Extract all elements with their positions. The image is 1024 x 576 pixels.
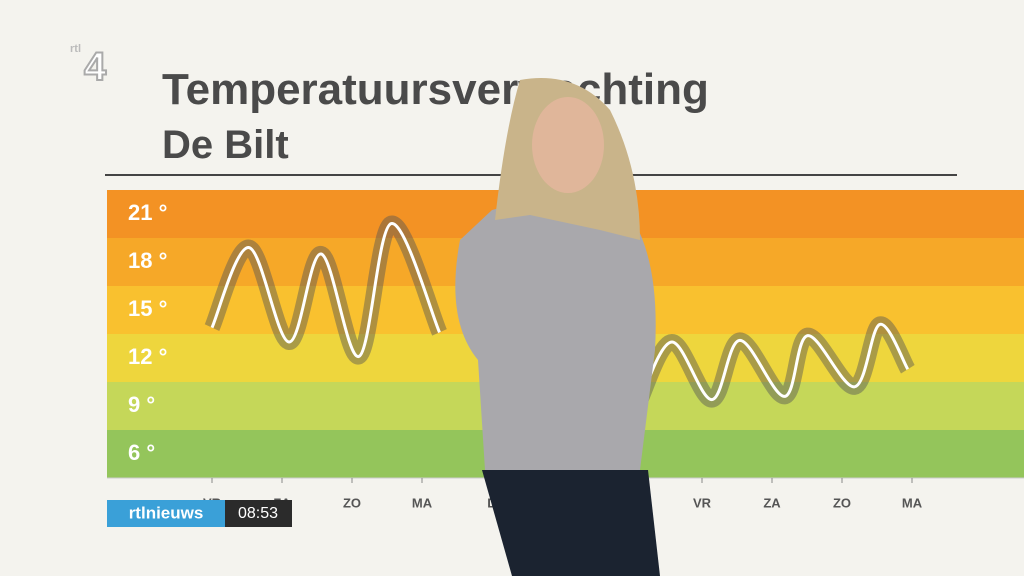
y-tick-label: 21 ° <box>128 200 167 225</box>
presenter-top <box>455 201 656 470</box>
title: Temperatuursverwachting <box>162 65 709 114</box>
y-tick-label: 9 ° <box>128 392 155 417</box>
x-tick-label: ZO <box>343 495 361 510</box>
y-tick-label: 12 ° <box>128 344 167 369</box>
x-tick-label: VR <box>693 495 712 510</box>
ticker-time-box <box>225 500 292 527</box>
presenter-face <box>532 97 604 193</box>
x-tick-label: MA <box>902 495 923 510</box>
ticker-brand: rtlnieuws <box>129 503 204 522</box>
ticker-brand-box <box>107 500 225 527</box>
x-tick-label: ZA <box>763 495 781 510</box>
ticker-time: 08:53 <box>238 505 278 522</box>
forecast-line <box>210 222 441 358</box>
y-tick-label: 15 ° <box>128 296 167 321</box>
y-tick-label: 6 ° <box>128 440 155 465</box>
subtitle: De Bilt <box>162 123 289 167</box>
y-tick-label: 18 ° <box>128 248 167 273</box>
logo-brand: rtl <box>70 43 81 55</box>
presenter <box>455 78 660 576</box>
presenter-trousers <box>482 470 660 576</box>
x-tick-label: MA <box>412 495 433 510</box>
x-tick-label: ZO <box>833 495 851 510</box>
forecast-line <box>638 322 910 402</box>
logo-channel: 4 <box>84 45 107 89</box>
